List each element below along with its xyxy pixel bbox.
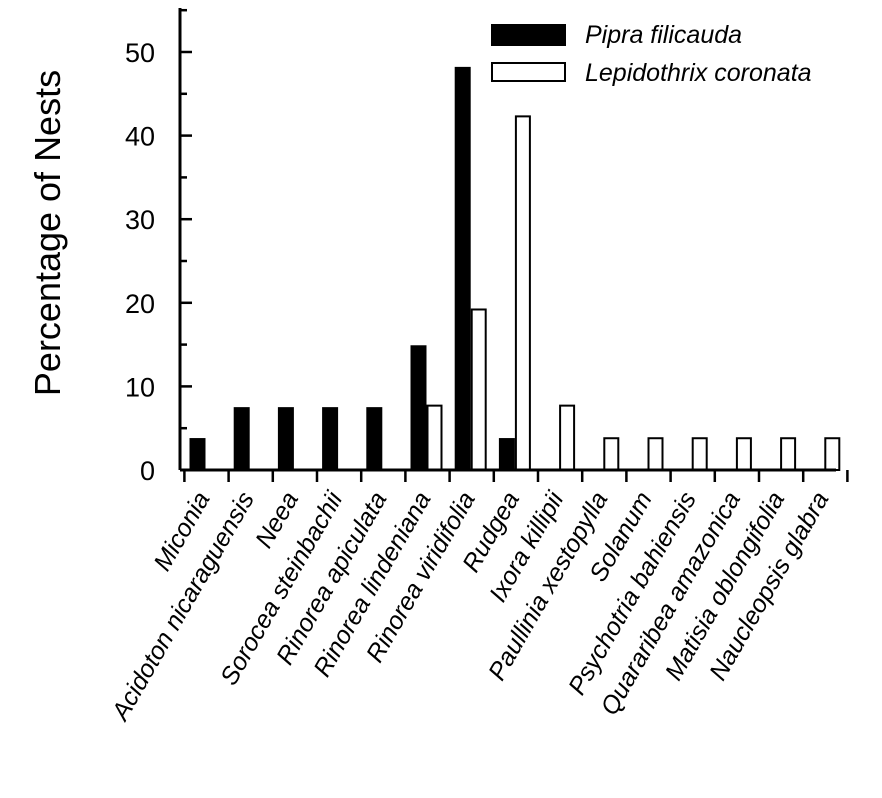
bar-lepidothrix-coronata-solanum: [647, 437, 664, 471]
bar-pipra-filicauda-rinorea-lindeniana: [410, 345, 427, 471]
bar-lepidothrix-coronata-naucleopsis-glabra: [824, 437, 841, 471]
y-tick-label: 0: [140, 456, 155, 486]
bar-pipra-filicauda-rinorea-apiculata: [366, 407, 383, 471]
y-tick-label: 30: [125, 205, 155, 235]
bar-lepidothrix-coronata-paullinia-xestopylla: [603, 437, 620, 471]
y-tick-label: 50: [125, 38, 155, 68]
y-ticks-group: 0 10 20 30 40 50: [125, 8, 849, 486]
bar-pipra-filicauda-acidoton-nicaraguensis: [233, 407, 250, 471]
y-tick-label: 10: [125, 372, 155, 402]
bar-lepidothrix-coronata-rinorea-lindeniana: [426, 404, 443, 471]
bar-lepidothrix-coronata-matisia-oblongifolia: [780, 437, 797, 471]
y-axis-title: Percentage of Nests: [27, 70, 68, 396]
bar-pipra-filicauda-miconia: [189, 438, 206, 471]
bar-pipra-filicauda-sorocea-steinbachii: [322, 407, 339, 471]
bar-lepidothrix-coronata-rinorea-viridifolia: [470, 308, 487, 471]
y-tick-label: 40: [125, 122, 155, 152]
bar-pipra-filicauda-neea: [277, 407, 294, 471]
bar-lepidothrix-coronata-ixora-killipii: [559, 404, 576, 471]
legend-label-pipra-filicauda: Pipra filicauda: [585, 21, 742, 49]
legend-label-lepidothrix-coronata: Lepidothrix coronata: [585, 59, 812, 87]
bar-pipra-filicauda-rudgea: [498, 438, 515, 471]
y-tick-label: 20: [125, 289, 155, 319]
bar-lepidothrix-coronata-psychotria-bahiensis: [691, 437, 708, 471]
legend-swatch-lepidothrix-coronata: [491, 62, 566, 82]
bar-lepidothrix-coronata-rudgea: [514, 115, 531, 471]
legend: Pipra filicauda Lepidothrix coronata: [491, 21, 812, 87]
bar-pipra-filicauda-rinorea-viridifolia: [454, 66, 471, 471]
bar-lepidothrix-coronata-quararibea-amazonica: [735, 437, 752, 471]
bars-group: [189, 66, 841, 471]
axes-group: [178, 8, 836, 472]
legend-swatch-pipra-filicauda: [491, 24, 566, 46]
